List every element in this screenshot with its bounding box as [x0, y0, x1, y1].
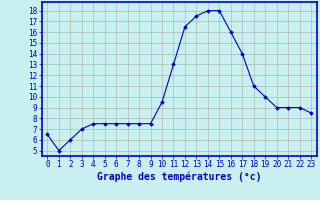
X-axis label: Graphe des températures (°c): Graphe des températures (°c) — [97, 172, 261, 182]
